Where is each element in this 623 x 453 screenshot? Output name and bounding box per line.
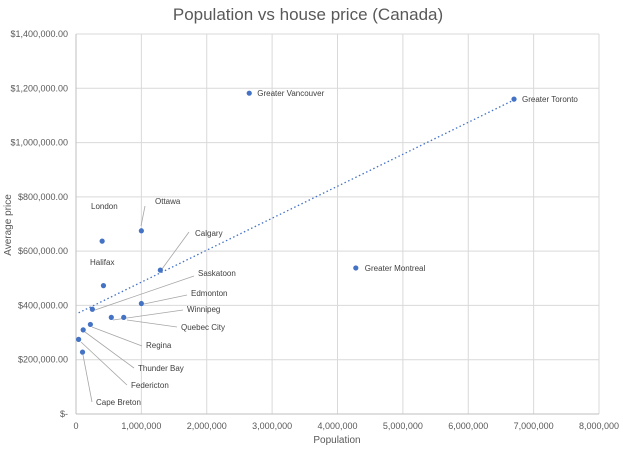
data-point-saskatoon [89, 306, 95, 312]
leader-line-ottawa [140, 205, 146, 227]
point-label-london: London [91, 202, 118, 211]
point-label-greater-vancouver: Greater Vancouver [257, 89, 324, 98]
x-tick-label: 3,000,000 [252, 421, 292, 431]
leader-line-thunder-bay [84, 331, 135, 369]
x-tick-label: 6,000,000 [448, 421, 488, 431]
data-points [76, 90, 517, 355]
point-label-saskatoon: Saskatoon [198, 269, 236, 278]
leader-line-federicton [80, 341, 128, 386]
point-label-thunder-bay: Thunder Bay [138, 364, 184, 373]
x-tick-label: 8,000,000 [579, 421, 619, 431]
point-label-cape-breton: Cape Breton [96, 398, 141, 407]
leader-line-saskatoon [94, 275, 195, 311]
point-label-federicton: Federicton [131, 381, 169, 390]
data-point-cape-breton [79, 349, 86, 355]
data-point-thunder-bay [80, 327, 86, 333]
data-point-greater-vancouver [246, 90, 252, 96]
x-tick-label: 5,000,000 [383, 421, 423, 431]
data-point-federicton [76, 336, 82, 342]
point-labels: Greater Toronto Greater Vancouver Greater … [90, 89, 578, 407]
point-label-halifax: Halifax [90, 258, 114, 267]
x-tick-label: 7,000,000 [514, 421, 554, 431]
data-point-calgary [157, 267, 163, 273]
x-axis-title: Population [313, 435, 360, 446]
x-tick-label: 4,000,000 [317, 421, 357, 431]
data-point-greater-toronto [511, 96, 517, 102]
leader-line-edmonton [143, 294, 188, 305]
leader-line-calgary [161, 231, 190, 270]
point-label-quebec-city: Quebec City [181, 323, 225, 332]
x-tick-label: 0 [73, 421, 78, 431]
point-label-edmonton: Edmonton [191, 289, 227, 298]
data-point-quebec-city [121, 314, 127, 320]
y-tick-label: $1,000,000.00 [10, 138, 68, 148]
data-point-ottawa [138, 228, 144, 234]
leader-line-quebec-city [126, 319, 178, 328]
data-point-greater-montreal [353, 265, 359, 271]
y-tick-label: $400,000.00 [18, 300, 68, 310]
leader-line-cape-breton [82, 354, 93, 403]
data-point-london [99, 238, 105, 244]
point-label-greater-toronto: Greater Toronto [522, 95, 578, 104]
gridlines [76, 33, 600, 414]
leader-line-regina [91, 326, 143, 347]
chart-title: Population vs house price (Canada) [173, 5, 443, 24]
axes: $- $200,000.00 $400,000.00 $600,000.00 $800,… [10, 29, 619, 431]
data-point-edmonton [138, 300, 144, 307]
trendline-linear [78, 99, 515, 314]
data-point-regina [87, 321, 93, 328]
data-point-halifax [100, 283, 107, 289]
point-label-calgary: Calgary [195, 229, 223, 238]
y-tick-label: $1,200,000.00 [10, 83, 68, 93]
y-tick-label: $200,000.00 [18, 355, 68, 365]
point-label-ottawa: Ottawa [155, 197, 181, 206]
x-tick-label: 2,000,000 [187, 421, 227, 431]
y-tick-label: $800,000.00 [18, 192, 68, 202]
data-point-winnipeg [108, 314, 114, 320]
x-tick-label: 1,000,000 [121, 421, 161, 431]
point-label-regina: Regina [146, 341, 172, 350]
y-tick-label: $600,000.00 [18, 246, 68, 256]
y-tick-label: $1,400,000.00 [10, 29, 68, 39]
label-leaders [80, 205, 195, 403]
point-label-greater-montreal: Greater Montreal [365, 264, 426, 273]
point-label-winnipeg: Winnipeg [187, 305, 220, 314]
trendline [78, 99, 515, 314]
y-tick-label: $- [60, 409, 68, 419]
y-axis-title: Average price [3, 194, 14, 256]
